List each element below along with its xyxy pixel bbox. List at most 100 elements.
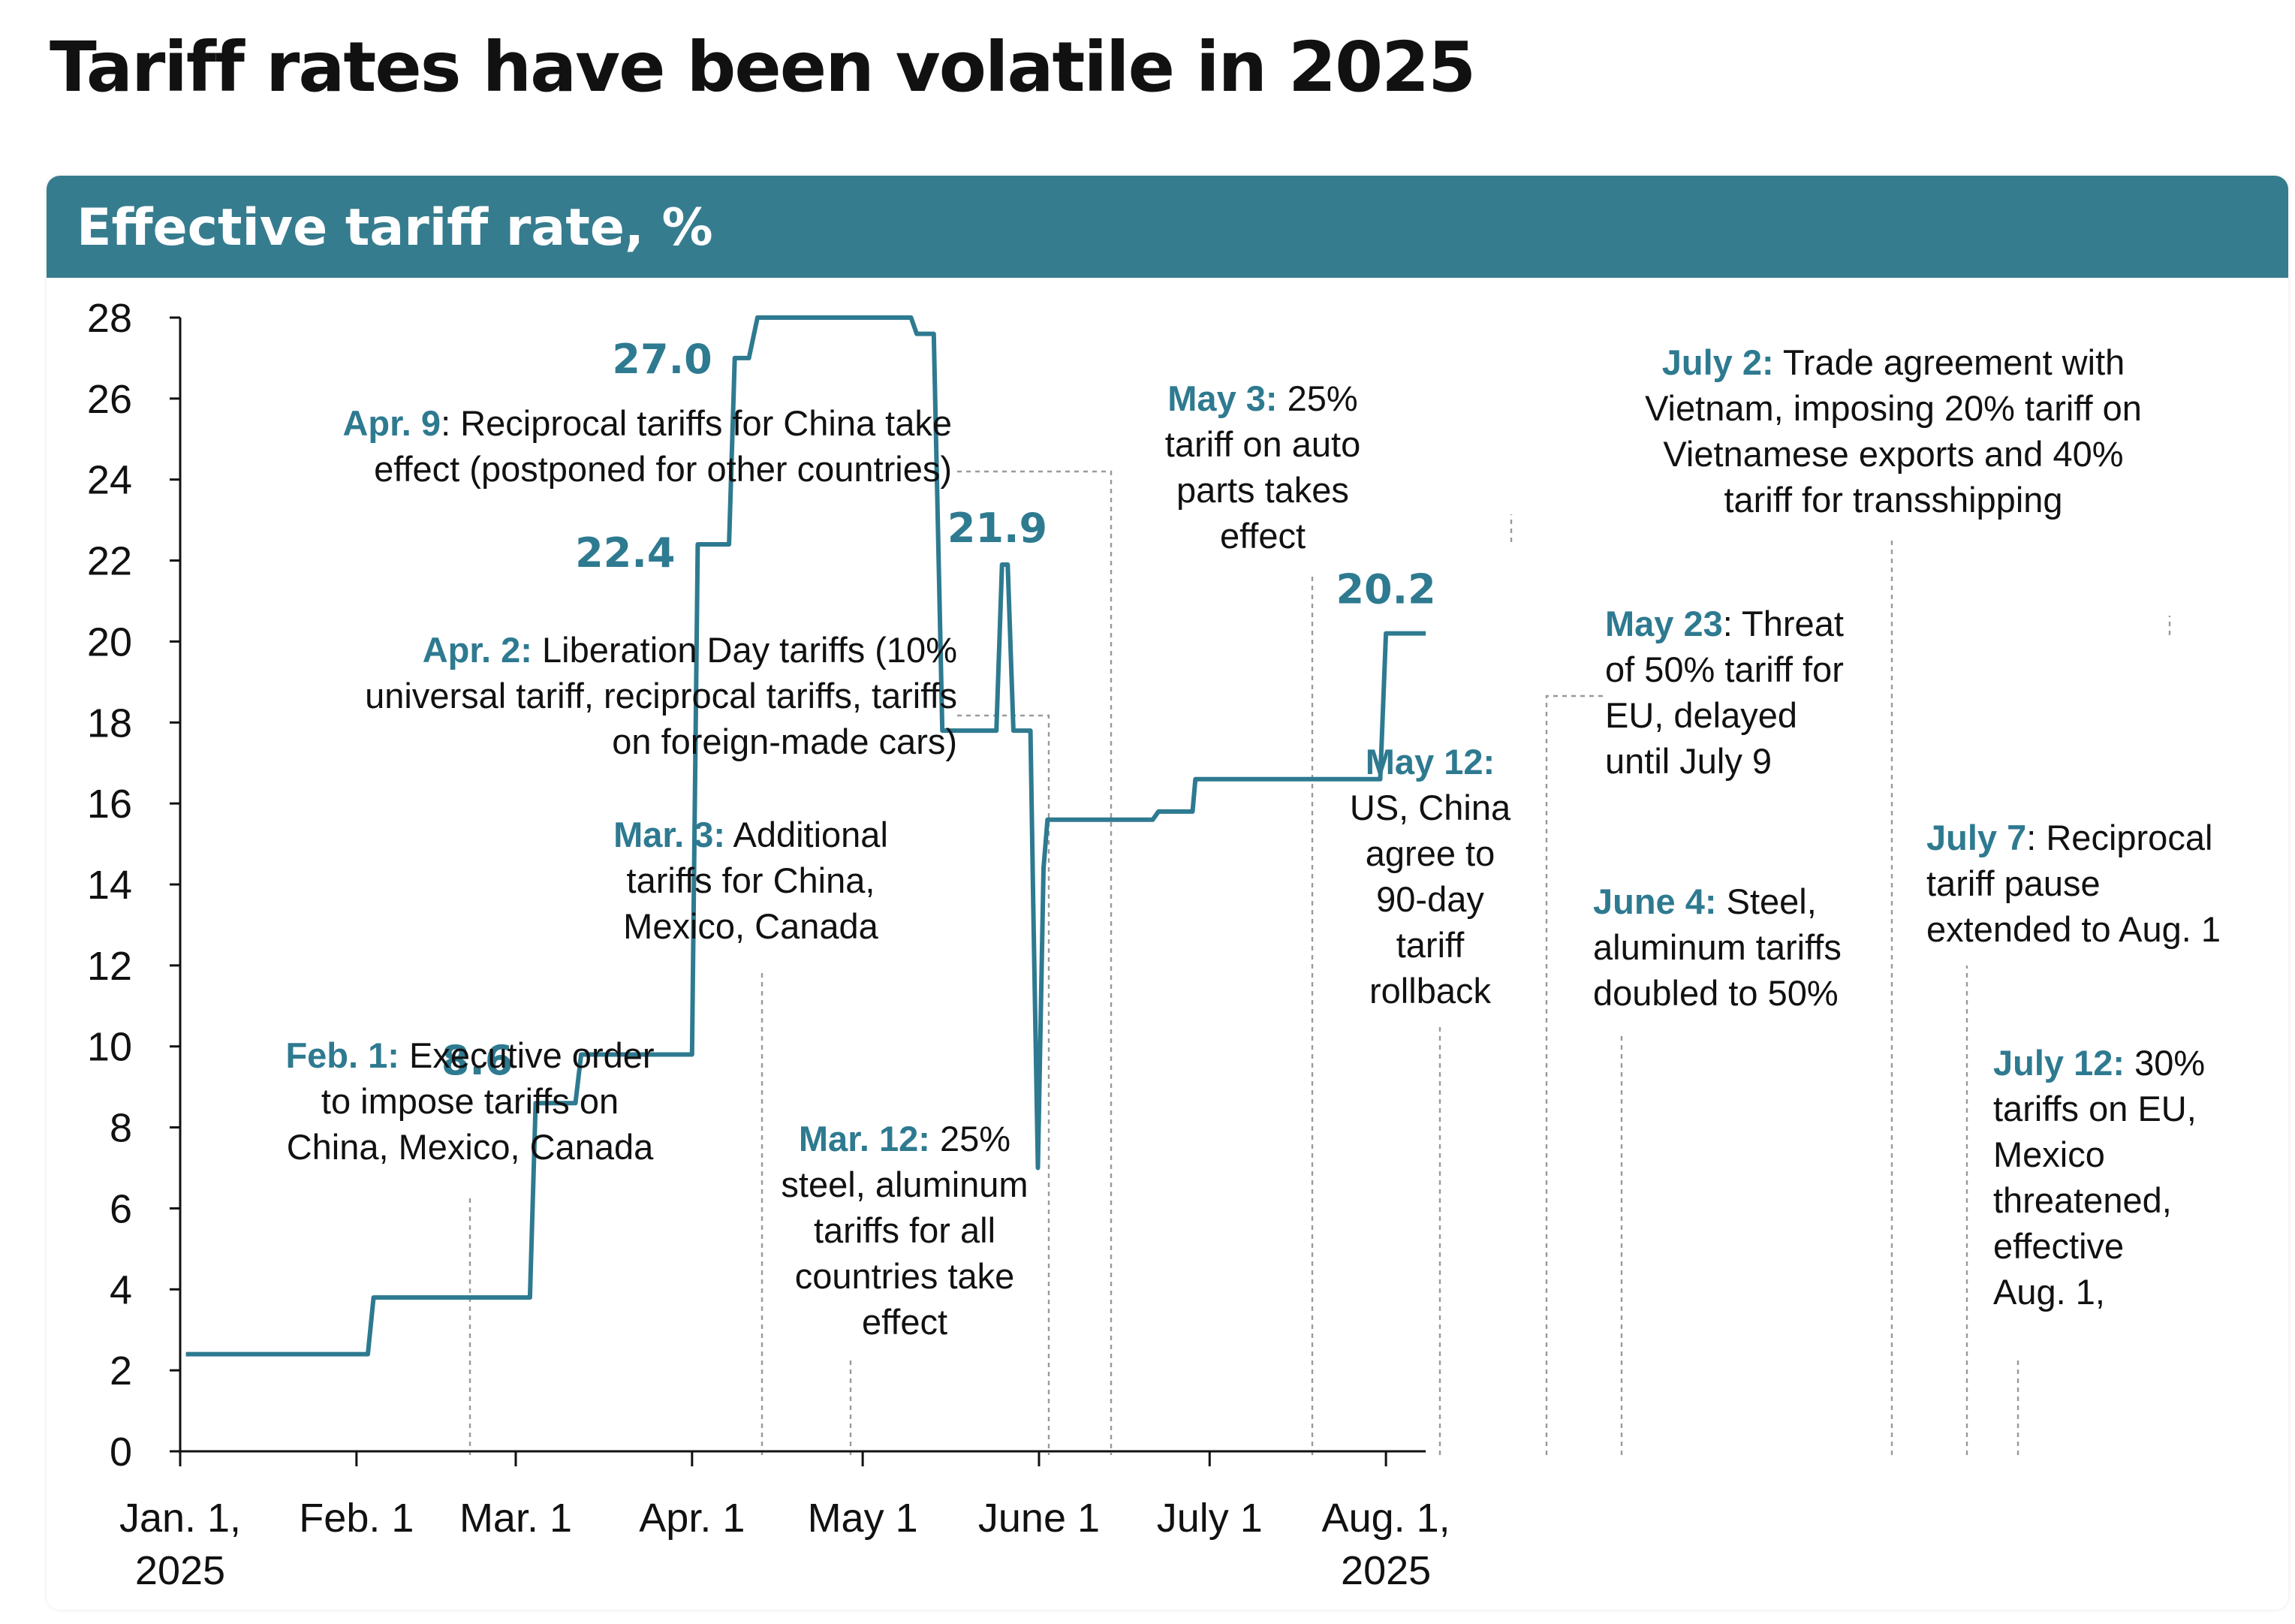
annotation-line: tariffs for China,	[627, 860, 875, 900]
annotation-date: May 23	[1605, 604, 1723, 643]
annotation: May 23: Threat of 50% tariff for EU, delay…	[1605, 604, 1844, 781]
annotation-line: tariff on auto	[1165, 424, 1360, 464]
y-tick-label: 28	[87, 296, 132, 341]
value-label: 27.0	[612, 336, 712, 383]
y-tick-label: 26	[87, 377, 132, 422]
annotation-line: effective	[1993, 1226, 2124, 1266]
annotation-line: tariff pause	[1926, 863, 2101, 903]
annotation-line: tariffs on EU,	[1993, 1089, 2197, 1128]
annotation-line: effect (postponed for other countries)	[374, 449, 952, 489]
annotation-text: : Reciprocal	[2026, 818, 2212, 857]
annotation-line: universal tariff, reciprocal tariffs, ta…	[365, 676, 957, 716]
y-tick-label: 0	[110, 1430, 132, 1475]
annotation-line: Apr. 9: Reciprocal tariffs for China tak…	[342, 403, 952, 443]
y-tick-label: 8	[110, 1106, 132, 1151]
annotation-line: Mexico, Canada	[623, 906, 878, 946]
annotation-text: Liberation Day tariffs (10%	[532, 630, 957, 670]
x-tick-label: June 1	[978, 1496, 1100, 1541]
annotation-line: rollback	[1369, 971, 1491, 1011]
page-title: Tariff rates have been volatile in 2025	[50, 27, 1476, 107]
chart-title: Effective tariff rate, %	[77, 198, 713, 258]
annotation: June 4: Steel, aluminum tariffs doubled to…	[1593, 881, 1842, 1013]
annotation-line: May 12:	[1366, 742, 1495, 782]
x-tick-label-line: Apr. 1	[639, 1496, 745, 1541]
annotation: July 2: Trade agreement with Vietnam, imp…	[1645, 342, 2142, 520]
annotation-date: Feb. 1:	[285, 1035, 399, 1075]
annotation-date: July 7	[1926, 818, 2026, 857]
annotation-line: aluminum tariffs	[1593, 927, 1842, 967]
annotation-line: July 7: Reciprocal	[1926, 818, 2212, 857]
annotation-line: effect	[1220, 516, 1306, 556]
annotation-line: China, Mexico, Canada	[287, 1127, 654, 1167]
annotation-date: May 3:	[1167, 378, 1277, 418]
annotation-line: Mexico	[1993, 1134, 2105, 1174]
annotation-line: on foreign-made cars)	[612, 722, 957, 761]
y-tick-label: 14	[87, 863, 132, 908]
annotation: May 12: US, China agree to 90-day tariff roll…	[1350, 742, 1511, 1011]
annotation-text: Trade agreement with	[1774, 342, 2125, 382]
series-line	[185, 315, 1426, 1357]
annotation: Mar. 12: 25% steel, aluminum tariffs for a…	[781, 1119, 1028, 1342]
annotation-line: Vietnam, imposing 20% tariff on	[1645, 388, 2142, 428]
annotation-line: Feb. 1: Executive order	[285, 1035, 654, 1075]
x-tick-label-line: May 1	[808, 1496, 918, 1541]
x-tick-label-line: Feb. 1	[299, 1496, 414, 1541]
x-tick-label-line: June 1	[978, 1496, 1100, 1541]
annotation-line: Vietnamese exports and 40%	[1663, 434, 2123, 474]
annotation-date: May 12:	[1366, 742, 1495, 782]
annotation-line: extended to Aug. 1	[1926, 909, 2221, 949]
annotation-line: threatened,	[1993, 1180, 2172, 1220]
annotation-line: EU, delayed	[1605, 695, 1797, 735]
annotation-line: tariff	[1396, 925, 1465, 965]
annotation-line: effect	[862, 1302, 947, 1342]
annotation-guide	[1545, 694, 1607, 1455]
y-tick-label: 20	[87, 619, 132, 664]
y-tick-label: 16	[87, 782, 132, 827]
annotation-line: June 4: Steel,	[1593, 881, 1817, 921]
x-tick-label-line: 2025	[135, 1548, 225, 1593]
annotation-date: June 4:	[1593, 881, 1717, 921]
chart-header: Effective tariff rate, %	[47, 176, 2288, 278]
x-tick-label-line: Jan. 1,	[119, 1496, 241, 1541]
annotation-date: Mar. 3:	[613, 815, 725, 854]
annotation-guide	[957, 714, 1050, 1455]
annotation-text: Executive order	[399, 1035, 655, 1075]
x-tick-label-line: Mar. 1	[459, 1496, 572, 1541]
annotation-text: : Threat	[1723, 604, 1844, 643]
annotation-date: July 2:	[1662, 342, 1774, 382]
y-tick-label: 12	[87, 944, 132, 989]
annotation-line: May 23: Threat	[1605, 604, 1844, 643]
y-tick-label: 4	[110, 1267, 132, 1312]
annotation: Apr. 9: Reciprocal tariffs for China tak…	[342, 403, 952, 489]
annotation-line: countries take	[795, 1256, 1015, 1296]
value-label: 21.9	[947, 505, 1047, 552]
annotation-text: Additional	[725, 815, 888, 854]
y-tick-label: 6	[110, 1186, 132, 1231]
x-tick-label: Aug. 1, 2025	[1322, 1496, 1450, 1593]
y-tick-label: 10	[87, 1025, 132, 1070]
x-tick-label-line: Aug. 1,	[1322, 1496, 1450, 1541]
annotation-date: Apr. 9	[342, 403, 441, 443]
x-tick-label: Mar. 1	[459, 1496, 572, 1541]
annotation-line: tariffs for all	[814, 1210, 995, 1250]
chart-panel: Effective tariff rate, %	[47, 176, 2288, 1610]
annotation: Feb. 1: Executive order to impose tariffs…	[285, 1035, 654, 1167]
x-tick-label: July 1	[1157, 1496, 1263, 1541]
annotation-line: Mar. 12: 25%	[799, 1119, 1010, 1158]
value-label: 22.4	[575, 529, 675, 577]
annotation-line: of 50% tariff for	[1605, 649, 1844, 689]
value-label: 8.6	[441, 1037, 514, 1084]
annotation: July 12: 30% tariffs on EU, Mexico threaten…	[1993, 1043, 2205, 1312]
x-tick-label: Apr. 1	[639, 1496, 745, 1541]
annotation-guides	[468, 470, 2171, 1455]
x-tick-label: May 1	[808, 1496, 918, 1541]
value-label: 20.2	[1336, 566, 1435, 613]
x-tick-label-line: 2025	[1341, 1548, 1431, 1593]
y-tick-label: 22	[87, 539, 132, 584]
annotation-line: July 2: Trade agreement with	[1662, 342, 2125, 382]
annotation-line: Mar. 3: Additional	[613, 815, 888, 854]
annotation: July 7: Reciprocal tariff pause extended t…	[1926, 818, 2221, 949]
annotation-text: : Reciprocal tariffs for China take	[441, 403, 952, 443]
